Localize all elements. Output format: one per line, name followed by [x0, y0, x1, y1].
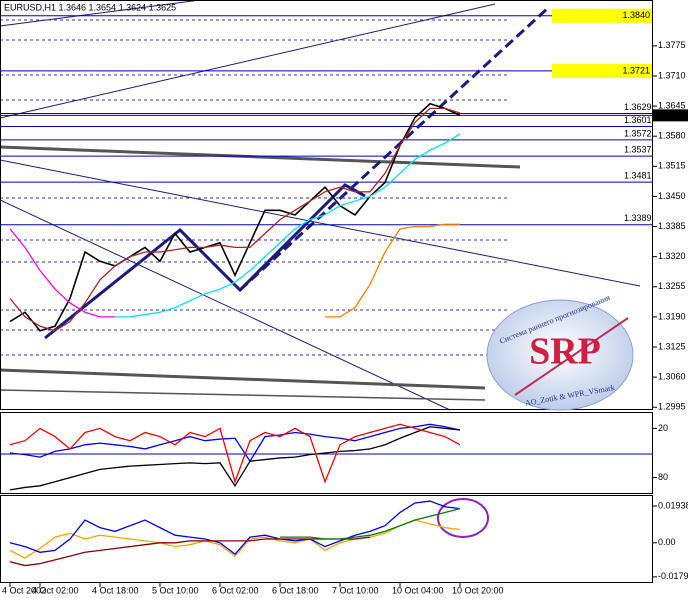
series-line — [9, 107, 461, 332]
chart-title: EURUSD,H1 1.3646 1.3654 1.3624 1.3625 — [4, 2, 176, 12]
y-tick-label: 1.3580 — [658, 131, 686, 141]
series-line — [9, 519, 461, 559]
x-tick-label: 6 Oct 02:00 — [212, 585, 259, 595]
level-label: 1.3481 — [624, 170, 652, 180]
series-line — [325, 223, 460, 318]
series-line — [9, 228, 115, 318]
current-price-label: 1.3625 — [656, 110, 684, 120]
series-line — [9, 500, 461, 556]
x-tick-label: 10 Oct 04:00 — [392, 585, 444, 595]
level-label: 1.3389 — [624, 213, 652, 223]
main-frame — [0, 0, 653, 410]
x-tick-label: 4 Oct 02:00 — [32, 585, 79, 595]
fib-lines — [0, 19, 510, 356]
y-tick-label: 1.3060 — [658, 371, 686, 381]
level-label: 1.3840 — [622, 10, 650, 20]
y-tick-label: 1.3125 — [658, 341, 686, 351]
level-label: 1.3721 — [622, 65, 650, 75]
y-tick-label: -0.01797 — [658, 571, 688, 581]
y-tick-label: 1.2995 — [658, 402, 686, 412]
y-tick-label: 0.01938 — [658, 500, 688, 510]
y-tick-label: 1.3385 — [658, 221, 686, 231]
series-line — [9, 423, 461, 463]
y-tick-label: 1.3255 — [658, 281, 686, 291]
series-line — [9, 102, 461, 332]
logo: SRP Система раннего прогнозирования AO_Z… — [486, 293, 634, 411]
x-tick-label: 5 Oct 10:00 — [152, 585, 199, 595]
y-tick-label: 0.00 — [658, 537, 676, 547]
highlight-circle — [437, 498, 489, 538]
y-tick-label: 1.3645 — [658, 100, 686, 110]
x-tick-label: 4 Oct 18:00 — [92, 585, 139, 595]
drawing-objects — [0, 0, 641, 411]
ao-frame — [0, 495, 653, 583]
level-box — [552, 63, 652, 78]
y-tick-label: 1.3775 — [658, 40, 686, 50]
y-tick-label: 80 — [658, 472, 668, 482]
level-box — [552, 8, 652, 23]
y-tick-label: 1.3450 — [658, 191, 686, 201]
x-tick-label: 6 Oct 18:00 — [272, 585, 319, 595]
level-label: 1.3572 — [624, 128, 652, 138]
level-label: 1.3537 — [624, 144, 652, 154]
series-line — [9, 423, 461, 484]
x-tick-label: 10 Oct 20:00 — [452, 585, 504, 595]
y-tick-label: 20 — [658, 423, 668, 433]
current-price-box — [653, 109, 688, 122]
level-label: 1.3601 — [624, 115, 652, 125]
series-line — [9, 426, 461, 491]
y-tick-label: 1.3710 — [658, 70, 686, 80]
series-line — [115, 133, 461, 318]
x-tick-label: 4 Oct 2002 — [2, 585, 46, 595]
y-tick-label: 1.3320 — [658, 251, 686, 261]
level-label: 1.3629 — [624, 102, 652, 112]
osc-frame — [0, 412, 653, 494]
x-tick-label: 7 Oct 10:00 — [332, 585, 379, 595]
logo-title: SRP — [529, 331, 601, 373]
y-tick-label: 1.3190 — [658, 311, 686, 321]
series-line — [9, 536, 371, 567]
y-tick-label: 1.3515 — [658, 161, 686, 171]
series-line — [280, 508, 461, 540]
